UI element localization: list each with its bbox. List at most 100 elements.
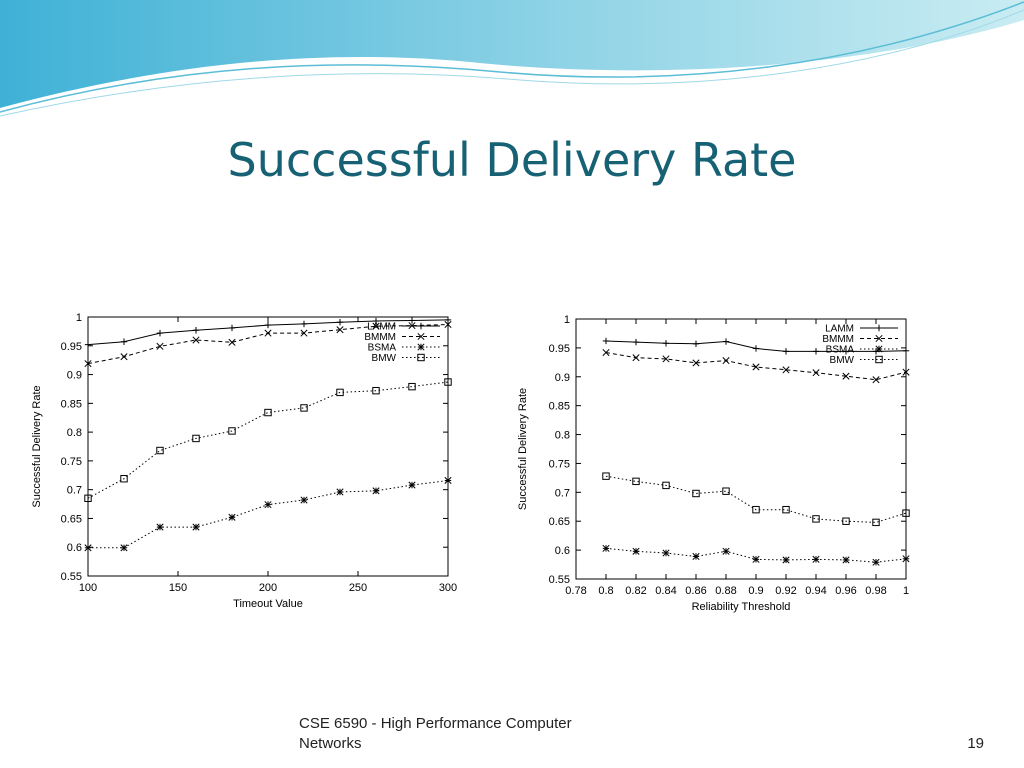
data-point-bsma bbox=[812, 555, 820, 563]
data-point-bsma bbox=[372, 487, 380, 495]
x-tick-label: 200 bbox=[259, 582, 277, 594]
plot-frame bbox=[575, 318, 907, 580]
chart-timeout-value-svg: 0.55 0.6 0.65 0.7 0.75 0.8 0.85 0.9 0.95 1 100 150 2… bbox=[31, 312, 457, 610]
y-tick-label: 0.9 bbox=[67, 370, 82, 382]
data-point-lamm bbox=[264, 321, 272, 329]
legend-marker-bmmm bbox=[417, 332, 425, 341]
series-line-bmw bbox=[605, 475, 907, 523]
legend-label-bmmm: BMMM bbox=[364, 332, 396, 343]
data-point-bsma bbox=[752, 555, 760, 563]
data-point-bmw bbox=[662, 481, 670, 490]
series-line-bmw bbox=[87, 381, 449, 499]
legend-label-bsma: BSMA bbox=[368, 343, 397, 354]
data-point-lamm bbox=[408, 317, 416, 324]
series-lamm bbox=[602, 337, 910, 355]
x-tick-label: 0.9 bbox=[748, 585, 763, 597]
x-tick-label: 0.98 bbox=[865, 585, 886, 597]
data-point-bmw bbox=[120, 475, 128, 483]
series-bmmm bbox=[84, 320, 452, 368]
data-point-bmmm bbox=[752, 363, 760, 371]
data-point-bmmm bbox=[842, 372, 850, 380]
data-point-bsma bbox=[662, 549, 670, 557]
data-point-bsma bbox=[842, 556, 850, 564]
legend-label-bsma: BSMA bbox=[826, 345, 855, 356]
data-point-bmw bbox=[336, 388, 344, 397]
series-bmw bbox=[84, 378, 452, 503]
y-axis-label: Successful Delivery Rate bbox=[31, 385, 43, 507]
legend-marker-bmmm bbox=[875, 334, 883, 343]
data-point-bmw bbox=[444, 378, 452, 386]
legend-label-bmw: BMW bbox=[372, 353, 397, 364]
x-tick-label: 100 bbox=[79, 582, 97, 594]
legend-marker-bmw bbox=[417, 353, 425, 362]
data-point-bmmm bbox=[228, 338, 236, 346]
y-tick-label: 0.65 bbox=[61, 513, 82, 525]
y-tick-label: 1 bbox=[564, 314, 570, 326]
data-point-bsma bbox=[872, 558, 880, 566]
data-point-bmmm bbox=[300, 329, 308, 337]
data-point-lamm bbox=[300, 320, 308, 328]
data-point-bsma bbox=[264, 501, 272, 509]
y-tick-label: 0.75 bbox=[61, 456, 82, 468]
y-tick-label: 0.65 bbox=[549, 516, 570, 528]
data-point-bsma bbox=[156, 523, 164, 531]
chart-timeout-value: 0.55 0.6 0.65 0.7 0.75 0.8 0.85 0.9 0.95 1 100 150 2… bbox=[8, 283, 458, 628]
x-tick-label: 0.84 bbox=[655, 585, 676, 597]
legend-marker-bsma bbox=[875, 345, 883, 353]
data-point-lamm bbox=[120, 338, 128, 345]
data-point-bmmm bbox=[84, 360, 92, 368]
y-tick-label: 0.8 bbox=[67, 427, 82, 439]
data-point-bsma bbox=[722, 547, 730, 555]
data-point-lamm bbox=[602, 337, 610, 345]
y-tick-label: 0.9 bbox=[555, 372, 570, 384]
data-point-lamm bbox=[662, 340, 670, 347]
data-point-bsma bbox=[336, 488, 344, 496]
data-point-bmw bbox=[692, 489, 700, 498]
x-tick-label: 150 bbox=[169, 582, 187, 594]
data-point-bmmm bbox=[372, 322, 380, 330]
data-point-lamm bbox=[372, 317, 380, 325]
header-wave-decoration bbox=[0, 0, 1024, 117]
data-point-bmmm bbox=[782, 366, 790, 374]
legend-label-bmmm: BMMM bbox=[822, 334, 854, 345]
data-point-lamm bbox=[782, 348, 790, 355]
data-point-bmmm bbox=[120, 353, 128, 361]
x-tick-label: 0.94 bbox=[805, 585, 826, 597]
footer-course-title: CSE 6590 - High Performance Computer Net… bbox=[299, 715, 572, 752]
x-axis-label: Timeout Value bbox=[233, 598, 303, 610]
series-bmw bbox=[602, 472, 910, 527]
x-tick-label: 0.88 bbox=[715, 585, 736, 597]
data-point-bmw bbox=[782, 505, 790, 514]
x-tick-label: 0.92 bbox=[775, 585, 796, 597]
x-tick-label: 1 bbox=[903, 585, 909, 597]
data-point-lamm bbox=[812, 348, 820, 355]
data-point-bmw bbox=[632, 477, 640, 486]
data-point-lamm bbox=[336, 318, 344, 326]
data-point-lamm bbox=[632, 338, 640, 346]
series-bmmm bbox=[602, 348, 910, 384]
data-point-lamm bbox=[84, 341, 92, 348]
series-line-bmmm bbox=[605, 352, 907, 381]
data-point-lamm bbox=[752, 345, 760, 352]
data-point-bmmm bbox=[602, 348, 610, 357]
data-point-bmmm bbox=[444, 320, 452, 329]
data-point-lamm bbox=[722, 338, 730, 345]
data-point-bmw bbox=[812, 515, 820, 523]
data-point-lamm bbox=[692, 340, 700, 348]
legend-marker-bsma bbox=[417, 343, 425, 351]
data-point-bsma bbox=[602, 544, 610, 552]
y-tick-label: 0.75 bbox=[549, 458, 570, 470]
y-tick-label: 0.85 bbox=[549, 401, 570, 413]
series-lamm bbox=[84, 316, 452, 348]
y-tick-label: 0.7 bbox=[555, 487, 570, 499]
data-point-bmmm bbox=[812, 369, 820, 377]
slide-title: Successful Delivery Rate bbox=[227, 133, 797, 187]
data-point-bsma bbox=[228, 513, 236, 521]
data-point-lamm bbox=[228, 324, 236, 332]
data-point-bmw bbox=[722, 487, 730, 495]
data-point-lamm bbox=[842, 348, 850, 355]
data-point-bmw bbox=[408, 382, 416, 391]
y-tick-label: 0.95 bbox=[549, 343, 570, 355]
data-point-bsma bbox=[120, 544, 128, 552]
